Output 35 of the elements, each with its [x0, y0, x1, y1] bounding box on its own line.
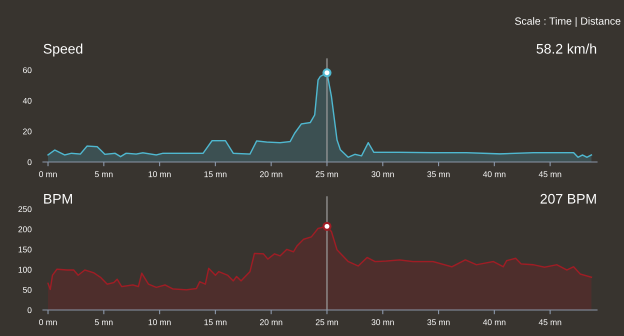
- y-tick-label: 150: [18, 246, 32, 252]
- y-tick-label: 60: [23, 67, 32, 74]
- x-tick-label: 30 mn: [372, 171, 394, 178]
- x-tick-label: 15 mn: [204, 319, 226, 326]
- x-tick-label: 0 mn: [39, 319, 57, 326]
- y-tick-label: 100: [18, 266, 32, 273]
- x-tick-label: 20 mn: [260, 319, 282, 326]
- y-tick-label: 0: [28, 307, 32, 314]
- y-tick-label: 40: [22, 98, 32, 104]
- y-tick-label: 250: [18, 206, 32, 212]
- x-tick-label: 10 mn: [148, 319, 171, 326]
- x-tick-label: 40 mn: [482, 319, 506, 326]
- chart-title: Speed: [44, 44, 82, 56]
- x-tick-label: 10 mn: [148, 171, 171, 178]
- x-tick-label: 30 mn: [372, 319, 394, 326]
- text: Scale : Time | Distance: [515, 17, 620, 27]
- chart-title: BPM: [44, 194, 72, 204]
- x-tick-label: 5 mn: [94, 319, 113, 326]
- x-tick-label: 20 mn: [260, 171, 282, 178]
- x-tick-label: 45 mn: [538, 319, 562, 326]
- x-tick-label: 15 mn: [204, 171, 226, 178]
- y-tick-label: 20: [23, 128, 32, 134]
- y-tick-label: 0: [28, 159, 32, 166]
- y-tick-label: 50: [22, 287, 32, 293]
- y-tick-label: 200: [18, 226, 32, 232]
- x-tick-label: 25 mn: [316, 171, 338, 178]
- x-tick-label: 45 mn: [538, 171, 562, 178]
- x-tick-label: 0 mn: [39, 171, 57, 178]
- x-tick-label: 25 mn: [316, 319, 338, 326]
- x-tick-label: 35 mn: [427, 319, 450, 326]
- x-tick-label: 35 mn: [427, 171, 450, 178]
- text: 58.2 km/h: [536, 44, 596, 54]
- x-tick-label: 5 mn: [94, 171, 113, 178]
- x-tick-label: 40 mn: [482, 171, 506, 178]
- text: 207 BPM: [540, 194, 596, 204]
